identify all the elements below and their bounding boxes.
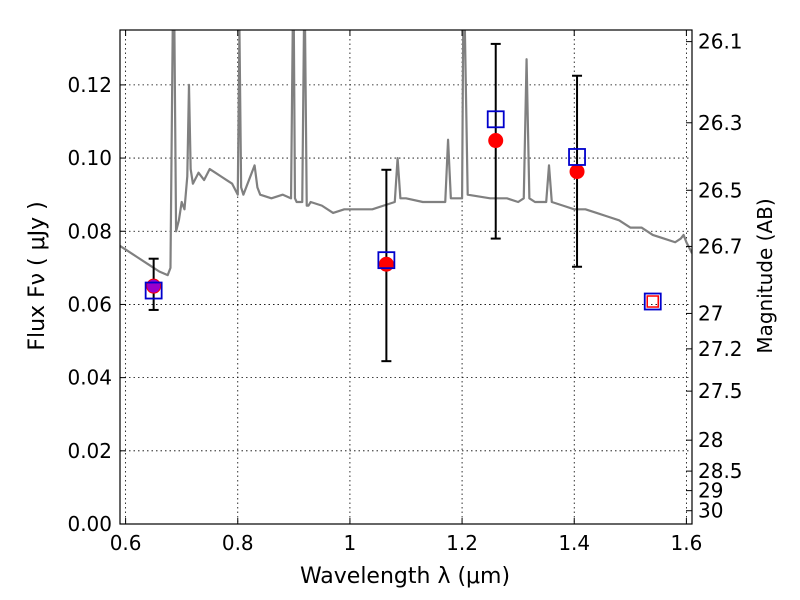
y-tick-label: 0.08: [67, 219, 112, 243]
y-tick-label: 0.04: [67, 366, 112, 390]
nondetection-marker: [646, 295, 659, 308]
y-tick-label: 0.02: [67, 439, 112, 463]
model-flux-square: [486, 110, 505, 129]
y-axis-ticks: 0.00 0.02 0.04 0.06 0.08 0.10 0.12: [67, 73, 126, 536]
model-flux-square: [377, 251, 396, 270]
observed-flux-point: [488, 133, 504, 149]
y2-tick-label: 27.2: [698, 337, 743, 361]
y2-tick-label: 26.3: [698, 111, 743, 135]
x-tick-label: 0.8: [222, 531, 254, 555]
y2-tick-label: 27.5: [698, 379, 743, 403]
model-flux-square: [643, 292, 662, 311]
x-tick-label: 1.2: [446, 531, 478, 555]
y-tick-label: 0.12: [67, 73, 112, 97]
y2-tick-label: 26.7: [698, 234, 743, 258]
y2-axis-label: Magnitude (AB): [753, 198, 777, 353]
observed-flux-point: [569, 164, 585, 180]
y2-tick-label: 28.5: [698, 459, 743, 483]
model-flux-square: [144, 281, 163, 300]
y2-tick-label: 29: [698, 479, 723, 503]
x-tick-label: 1.6: [670, 531, 702, 555]
y-tick-label: 0.00: [67, 512, 112, 536]
x-axis-label: Wavelength λ (μm): [300, 564, 510, 589]
y-tick-label: 0.06: [67, 292, 112, 316]
x-tick-label: 1: [344, 531, 357, 555]
x-tick-label: 1.4: [558, 531, 590, 555]
model-spectrum-line: [120, 30, 692, 277]
x-axis-ticks: 0.6 0.8 1 1.2 1.4 1.6: [110, 30, 702, 555]
y2-tick-label: 28: [698, 428, 723, 452]
y2-tick-label: 30: [698, 499, 723, 523]
model-flux-square: [568, 148, 586, 166]
grid-lines: [120, 30, 692, 525]
observed-flux-point: [378, 256, 394, 272]
y-axis-label: Flux Fν ( μJy ): [25, 201, 50, 350]
observed-flux-point: [146, 278, 162, 294]
y2-tick-label: 27: [698, 301, 723, 325]
plot-frame: [119, 29, 693, 525]
spectrum-layer: [120, 30, 692, 277]
y2-tick-label: 26.1: [698, 30, 743, 54]
x-tick-label: 0.6: [110, 531, 142, 555]
data-points: [144, 110, 662, 311]
y2-tick-label: 26.5: [698, 178, 743, 202]
y-tick-label: 0.10: [67, 146, 112, 170]
